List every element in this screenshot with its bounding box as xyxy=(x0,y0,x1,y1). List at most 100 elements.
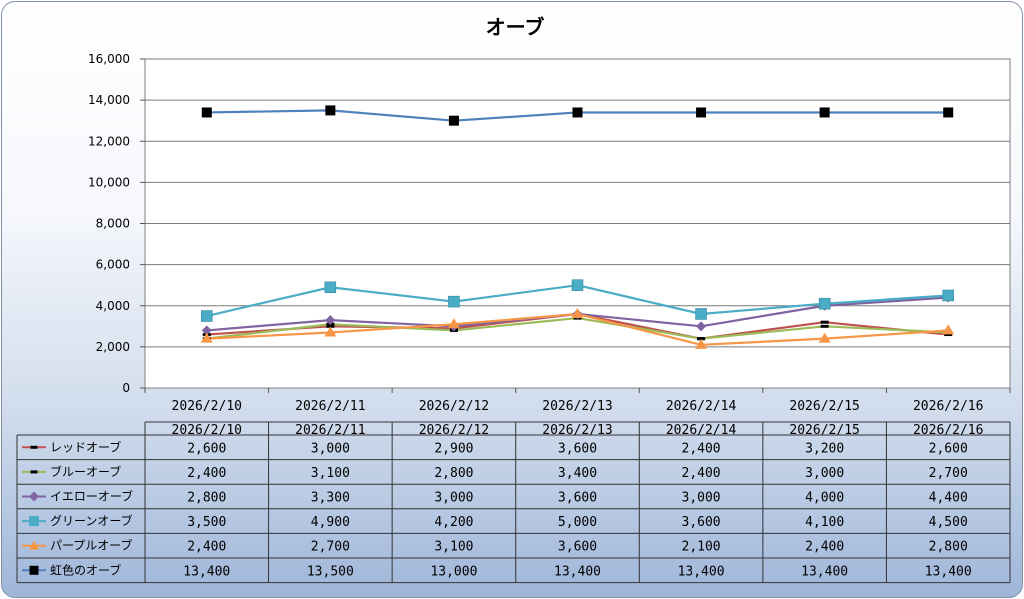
y-tick-label: 4,000 xyxy=(96,299,130,313)
table-cell: 13,400 xyxy=(183,564,230,579)
table-header-cell: 2026/2/10 xyxy=(172,423,242,438)
table-row-label: 虹色のオーブ xyxy=(50,562,121,577)
table-cell: 2,800 xyxy=(187,491,226,506)
data-point xyxy=(571,279,584,291)
table-cell: 3,600 xyxy=(558,540,597,555)
table-cell: 3,200 xyxy=(805,441,844,456)
table-cell: 2,600 xyxy=(929,441,968,456)
data-point xyxy=(201,325,212,336)
table-cell: 2,400 xyxy=(187,540,226,555)
table-cell: 13,400 xyxy=(925,564,972,579)
x-tick-label: 2026/2/14 xyxy=(666,399,737,414)
table-cell: 3,500 xyxy=(187,515,226,530)
table-cell: 2,100 xyxy=(682,540,721,555)
table-cell: 3,100 xyxy=(311,466,350,481)
data-point xyxy=(942,289,954,302)
table-cell: 3,400 xyxy=(558,466,597,481)
legend-key-marker xyxy=(29,516,39,527)
table-cell: 3,000 xyxy=(311,441,350,456)
table-row-label: ブルーオーブ xyxy=(50,464,121,479)
data-point xyxy=(200,332,213,343)
table-cell: 2,600 xyxy=(187,441,226,456)
table-cell: 2,400 xyxy=(805,540,844,555)
data-point xyxy=(820,320,829,324)
y-tick-label: 12,000 xyxy=(88,134,130,148)
table-cell: 2,800 xyxy=(929,540,968,555)
table-cell: 4,900 xyxy=(311,515,350,530)
data-point xyxy=(818,297,831,310)
table-row-label: イエローオーブ xyxy=(50,489,133,504)
x-tick-label: 2026/2/11 xyxy=(295,399,365,414)
table-cell: 13,000 xyxy=(430,564,477,579)
table-cell: 5,000 xyxy=(558,515,597,530)
table-row-label: パープルオーブ xyxy=(50,538,133,553)
data-point xyxy=(201,107,212,118)
legend-key-marker xyxy=(29,491,39,502)
data-point xyxy=(943,107,954,118)
table-header-cell: 2026/2/12 xyxy=(419,423,489,438)
x-tick-label: 2026/2/13 xyxy=(542,399,612,414)
data-point xyxy=(944,333,953,337)
y-tick-label: 6,000 xyxy=(96,258,130,272)
data-point xyxy=(448,115,459,126)
data-point xyxy=(571,307,584,318)
x-tick-label: 2026/2/12 xyxy=(419,399,489,414)
data-point xyxy=(325,315,336,326)
y-tick-label: 14,000 xyxy=(88,93,130,107)
table-header-cell: 2026/2/11 xyxy=(295,423,365,438)
y-tick-label: 0 xyxy=(122,381,130,395)
table-cell: 4,100 xyxy=(805,515,844,530)
table-cell: 3,300 xyxy=(311,491,350,506)
x-tick-label: 2026/2/15 xyxy=(789,399,859,414)
y-tick-label: 2,000 xyxy=(96,340,130,354)
table-cell: 4,500 xyxy=(929,515,968,530)
table-cell: 13,400 xyxy=(678,564,725,579)
table-cell: 3,600 xyxy=(558,441,597,456)
table-row-label: グリーンオーブ xyxy=(50,513,133,528)
table-cell: 3,600 xyxy=(682,515,721,530)
legend-key-marker xyxy=(29,540,39,550)
table-cell: 13,400 xyxy=(554,564,601,579)
data-point xyxy=(818,332,831,343)
data-point xyxy=(324,326,337,337)
table-cell: 2,900 xyxy=(434,441,473,456)
data-point xyxy=(695,338,708,349)
chart-title: オーブ xyxy=(486,15,545,39)
x-tick-label: 2026/2/16 xyxy=(913,399,983,414)
legend-key-marker xyxy=(30,470,38,474)
table-cell: 4,000 xyxy=(805,491,844,506)
legend-key-marker xyxy=(30,445,38,449)
table-row-label: レッドオーブ xyxy=(50,439,121,454)
table-cell: 13,400 xyxy=(801,564,848,579)
table-cell: 3,000 xyxy=(682,491,721,506)
data-point xyxy=(696,321,707,332)
table-cell: 4,400 xyxy=(929,491,968,506)
y-tick-label: 10,000 xyxy=(88,175,130,189)
table-cell: 2,800 xyxy=(434,466,473,481)
data-point xyxy=(697,337,706,341)
y-tick-label: 8,000 xyxy=(96,217,130,231)
table-cell: 3,000 xyxy=(434,491,473,506)
table-cell: 2,700 xyxy=(929,466,968,481)
data-point xyxy=(324,281,337,293)
data-point xyxy=(325,105,336,116)
table-header-cell: 2026/2/14 xyxy=(666,423,737,438)
table-cell: 3,000 xyxy=(805,466,844,481)
y-tick-label: 16,000 xyxy=(88,52,130,66)
data-point xyxy=(696,107,707,118)
data-point xyxy=(819,107,830,118)
table-cell: 4,200 xyxy=(434,515,473,530)
table-cell: 3,600 xyxy=(558,491,597,506)
data-point xyxy=(447,318,460,329)
table-cell: 3,100 xyxy=(434,540,473,555)
table-cell: 13,500 xyxy=(307,564,354,579)
x-tick-label: 2026/2/10 xyxy=(172,399,242,414)
data-point xyxy=(572,107,583,118)
data-point xyxy=(201,310,213,322)
table-cell: 2,400 xyxy=(187,466,226,481)
data-point xyxy=(942,324,955,335)
table-cell: 2,400 xyxy=(682,466,721,481)
data-point xyxy=(448,295,460,308)
